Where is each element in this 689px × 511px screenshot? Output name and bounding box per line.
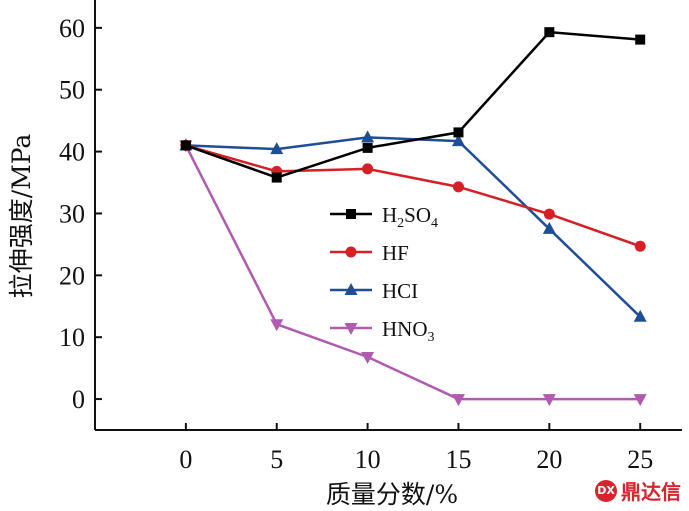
legend-marker (344, 323, 358, 335)
legend-item-hf: HF (330, 241, 409, 265)
y-tick-label: 0 (72, 385, 85, 414)
y-tick-label: 50 (59, 76, 85, 105)
data-point-hci (542, 221, 556, 234)
watermark: DX 鼎达信 (595, 476, 681, 505)
data-point-hno3 (361, 351, 375, 364)
series-line-hf (185, 144, 641, 248)
series-layer (179, 27, 647, 407)
data-point-hno3 (542, 394, 556, 407)
legend-label: H2SO4 (382, 203, 438, 231)
data-point-h2so4 (271, 172, 282, 183)
series-line-h2so4 (185, 30, 641, 179)
legend-marker (345, 246, 357, 258)
data-point-h2so4 (544, 27, 555, 38)
legend-label: HF (382, 241, 409, 265)
x-tick-label: 0 (179, 445, 192, 474)
data-point-hno3 (270, 319, 284, 332)
axes: 0 10 20 30 40 50 60 0 5 10 15 20 25 (59, 0, 682, 474)
y-tick-label: 60 (59, 14, 85, 43)
legend-item-hno3: HNO3 (330, 317, 435, 345)
legend-marker (346, 209, 356, 219)
data-point-hf (452, 181, 464, 193)
watermark-text: 鼎达信 (621, 480, 681, 504)
x-tick-label: 10 (355, 445, 381, 474)
data-point-hf (362, 163, 374, 175)
data-point-h2so4 (180, 140, 191, 151)
x-tick-label: 25 (627, 445, 653, 474)
y-tick-label: 30 (59, 199, 85, 228)
data-point-h2so4 (635, 34, 646, 45)
data-point-hci (270, 142, 284, 155)
data-point-hci (633, 309, 647, 322)
legend: H2SO4 HF HCI HNO3 (330, 203, 438, 345)
y-tick-label: 20 (59, 261, 85, 290)
data-point-hno3 (451, 394, 465, 407)
data-point-hci (361, 130, 375, 143)
data-point-hno3 (633, 394, 647, 407)
y-axis-title: 拉伸强度/MPa (7, 134, 36, 299)
x-tick-label: 20 (536, 445, 562, 474)
y-tick-label: 10 (59, 323, 85, 352)
data-point-h2so4 (453, 127, 464, 138)
data-point-hci (451, 134, 465, 147)
y-tick-label: 40 (59, 138, 85, 167)
legend-marker (344, 283, 358, 295)
x-tick-label: 5 (270, 445, 283, 474)
data-point-hf (634, 240, 646, 252)
legend-label: HNO3 (382, 317, 435, 345)
x-tick-label: 15 (445, 445, 471, 474)
data-point-h2so4 (362, 142, 373, 153)
series-line-hno3 (184, 144, 641, 401)
legend-label: HCI (382, 279, 418, 303)
legend-item-hci: HCI (330, 279, 418, 303)
data-point-hf (543, 208, 555, 220)
watermark-logo-icon: DX (595, 479, 617, 502)
x-axis-title: 质量分数/% (326, 480, 458, 509)
legend-item-h2so4: H2SO4 (330, 203, 438, 231)
